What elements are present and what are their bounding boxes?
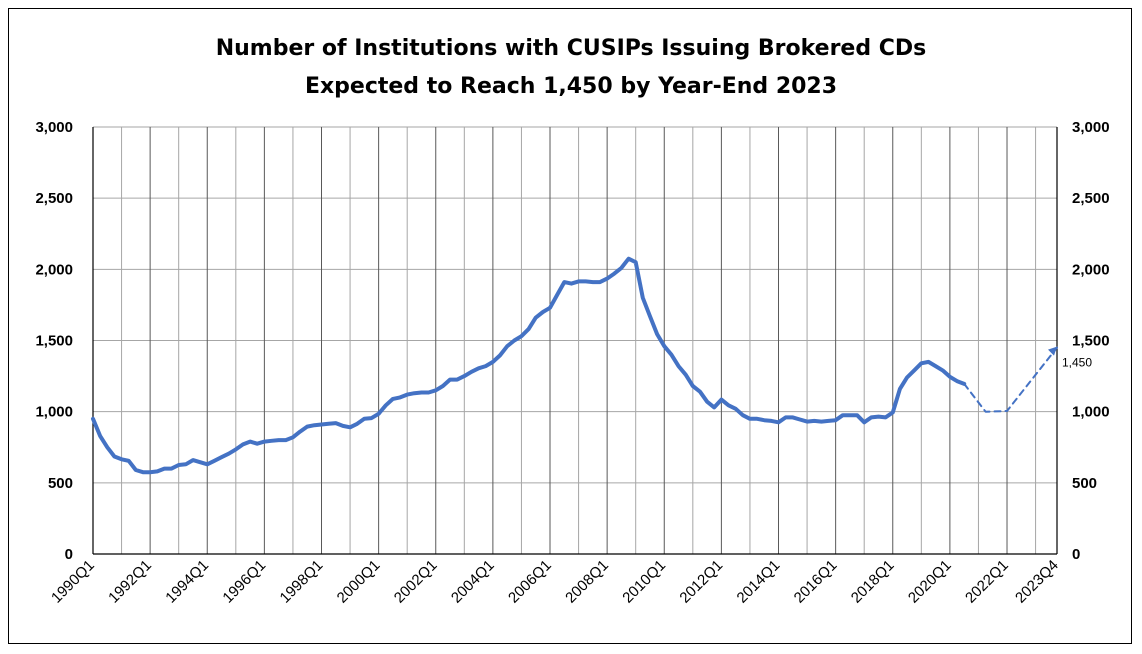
y-tick-label-right: 1,500 bbox=[1072, 333, 1110, 350]
chart-title-line2: Expected to Reach 1,450 by Year-End 2023 bbox=[304, 74, 838, 99]
x-tick-label: 2000Q1 bbox=[334, 557, 384, 607]
y-tick-label-right: 0 bbox=[1072, 546, 1080, 563]
y-tick-label-right: 2,500 bbox=[1072, 190, 1110, 207]
y-tick-label-left: 0 bbox=[65, 546, 73, 563]
projection-line bbox=[963, 346, 1058, 413]
y-tick-label-right: 500 bbox=[1072, 475, 1097, 492]
x-tick-label: 2022Q1 bbox=[962, 557, 1012, 607]
x-tick-label: 1990Q1 bbox=[48, 557, 98, 607]
x-tick-label: 2012Q1 bbox=[676, 557, 726, 607]
y-tick-label-left: 2,000 bbox=[35, 261, 73, 278]
data-line bbox=[91, 256, 967, 475]
x-tick-label: 1998Q1 bbox=[277, 557, 327, 607]
y-tick-label-left: 1,000 bbox=[35, 404, 73, 421]
y-tick-label-left: 3,000 bbox=[35, 119, 73, 136]
x-tick-label: 1994Q1 bbox=[162, 557, 212, 607]
x-tick-label: 2014Q1 bbox=[734, 557, 784, 607]
y-tick-label-right: 1,000 bbox=[1072, 404, 1110, 421]
y-tick-label-right: 2,000 bbox=[1072, 261, 1110, 278]
x-tick-label: 2008Q1 bbox=[562, 557, 612, 607]
y-tick-label-left: 2,500 bbox=[35, 190, 73, 207]
x-tick-label: 2002Q1 bbox=[391, 557, 441, 607]
projection-arrowhead bbox=[1048, 346, 1057, 356]
x-tick-label: 1996Q1 bbox=[219, 557, 269, 607]
x-tick-label: 2006Q1 bbox=[505, 557, 555, 607]
chart-title-line1: Number of Institutions with CUSIPs Issui… bbox=[215, 36, 927, 61]
x-tick-label: 2018Q1 bbox=[848, 557, 898, 607]
y-tick-label-left: 500 bbox=[48, 475, 73, 492]
y-tick-label-right: 3,000 bbox=[1072, 119, 1110, 136]
x-tick-label: 1992Q1 bbox=[105, 557, 155, 607]
x-tick-label: 2023Q4 bbox=[1012, 557, 1062, 607]
x-tick-label: 2020Q1 bbox=[905, 557, 955, 607]
chart-frame bbox=[8, 8, 1132, 644]
x-tick-label: 2016Q1 bbox=[791, 557, 841, 607]
annotation-label: 1,450 bbox=[1062, 356, 1092, 370]
y-tick-label-left: 1,500 bbox=[35, 333, 73, 350]
x-tick-label: 2010Q1 bbox=[619, 557, 669, 607]
x-tick-label: 2004Q1 bbox=[448, 557, 498, 607]
